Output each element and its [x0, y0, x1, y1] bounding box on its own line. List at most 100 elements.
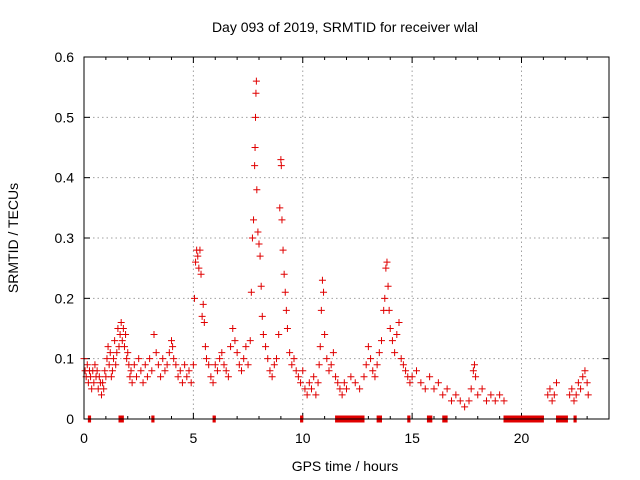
- data-point: [500, 397, 508, 405]
- data-point: [122, 331, 130, 339]
- data-point: [320, 288, 328, 296]
- data-point: [443, 385, 451, 393]
- data-point: [218, 349, 226, 357]
- data-point: [111, 337, 119, 345]
- data-point: [290, 355, 298, 363]
- data-point: [375, 349, 383, 357]
- data-point: [91, 361, 99, 369]
- data-point: [244, 361, 252, 369]
- data-point: [386, 325, 394, 332]
- data-point: [143, 373, 151, 381]
- data-point: [385, 306, 393, 314]
- data-point: [448, 397, 455, 405]
- data-point: [252, 89, 260, 97]
- data-point: [170, 355, 178, 363]
- data-point: [369, 367, 377, 375]
- x-tick-label: 10: [295, 430, 311, 446]
- data-point: [119, 325, 127, 332]
- data-point: [491, 397, 499, 405]
- data-point: [434, 379, 442, 387]
- data-point: [417, 379, 425, 387]
- x-tick-label: 20: [514, 430, 530, 446]
- data-point: [207, 373, 215, 381]
- data-point: [572, 391, 580, 399]
- data-point: [141, 361, 149, 369]
- data-point: [373, 361, 381, 369]
- data-point: [99, 379, 107, 387]
- data-point: [329, 349, 337, 357]
- data-point: [222, 367, 230, 375]
- data-point: [90, 379, 98, 387]
- data-point: [474, 391, 482, 399]
- y-tick-label: 0.4: [55, 170, 75, 186]
- data-point: [356, 385, 364, 393]
- data-point: [336, 385, 344, 393]
- data-point: [334, 379, 342, 387]
- grid: [84, 57, 609, 419]
- data-point: [110, 355, 118, 363]
- data-point: [268, 373, 276, 381]
- data-point: [213, 367, 221, 375]
- data-point: [378, 337, 385, 345]
- data-point: [279, 246, 287, 254]
- data-point: [323, 355, 331, 363]
- data-point: [393, 331, 401, 339]
- data-point: [264, 355, 272, 363]
- data-point: [402, 367, 410, 375]
- data-point: [133, 373, 140, 381]
- data-point: [421, 385, 429, 393]
- data-point: [250, 216, 258, 224]
- y-tick-label: 0: [66, 411, 74, 427]
- data-point: [209, 379, 217, 387]
- data-point: [127, 367, 135, 375]
- data-point: [544, 391, 552, 399]
- data-point: [574, 379, 582, 387]
- data-point: [550, 391, 558, 399]
- data-point: [395, 318, 403, 326]
- data-point: [364, 343, 372, 351]
- plot-frame: [83, 56, 610, 420]
- data-point: [157, 373, 165, 381]
- data-point: [104, 343, 112, 351]
- data-point: [315, 361, 323, 369]
- data-point: [270, 361, 278, 369]
- data-point: [113, 349, 121, 357]
- x-tick-label: 15: [404, 430, 420, 446]
- data-point: [343, 385, 350, 393]
- data-point: [288, 361, 296, 369]
- data-point: [383, 258, 391, 266]
- data-point: [478, 385, 486, 393]
- data-point: [108, 367, 116, 375]
- data-point: [308, 385, 315, 393]
- data-point: [548, 397, 556, 405]
- data-point: [251, 144, 259, 151]
- data-point: [452, 391, 460, 399]
- data-point: [487, 391, 495, 399]
- data-point: [325, 367, 333, 375]
- data-point: [161, 367, 169, 375]
- data-point: [211, 361, 219, 369]
- data-point: [229, 325, 237, 332]
- data-point: [185, 367, 193, 375]
- data-point: [568, 385, 576, 393]
- data-point: [338, 391, 346, 399]
- data-point: [381, 294, 389, 302]
- data-point: [286, 349, 294, 357]
- data-point: [103, 355, 111, 363]
- data-point: [154, 361, 162, 369]
- data-point: [266, 367, 274, 375]
- data-point: [391, 349, 399, 357]
- data-point: [174, 373, 182, 381]
- data-point: [262, 343, 270, 351]
- y-tick-label: 0.6: [55, 49, 75, 65]
- data-point: [168, 337, 175, 345]
- data-point: [276, 204, 284, 212]
- data-point: [101, 367, 109, 375]
- data-point: [203, 355, 210, 363]
- data-point: [163, 361, 171, 369]
- x-tick-label: 5: [189, 430, 197, 446]
- data-point: [430, 385, 438, 393]
- data-point: [553, 379, 560, 387]
- data-point: [283, 325, 291, 332]
- data-point: [332, 373, 340, 381]
